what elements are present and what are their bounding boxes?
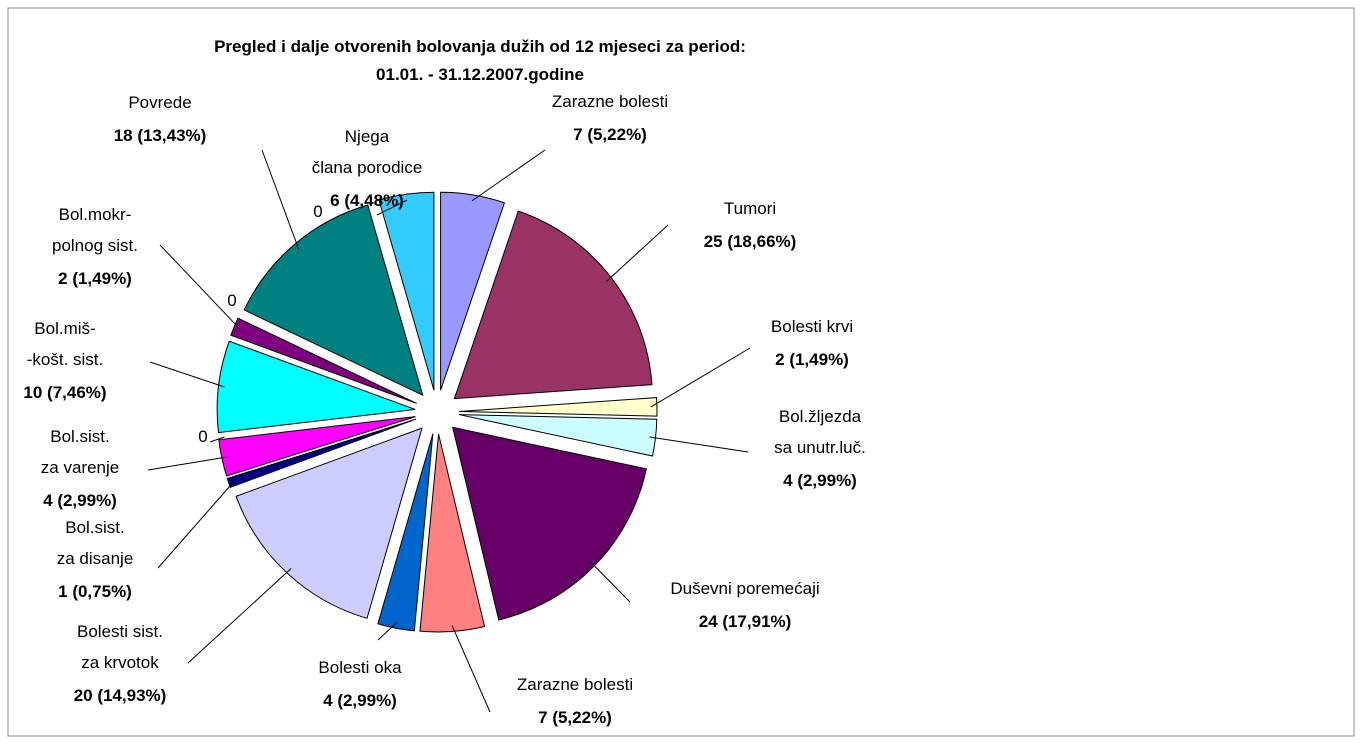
slice-label: Bolesti oka [318,658,402,677]
pie-slice [243,204,424,397]
slice-label: Bol.sist. [50,427,110,446]
leader-line [187,568,292,664]
leader-line [377,621,398,641]
slice-label: za varenje [41,458,119,477]
slice-value-label: 4 (2,99%) [43,491,117,510]
slice-label: Zarazne bolesti [517,675,633,694]
slice-value-label: 4 (2,99%) [783,471,857,490]
pie-slice [216,340,416,434]
slice-label: polnog sist. [52,236,138,255]
slice-value-label: 2 (1,49%) [775,350,849,369]
slice-value-label: 0 [198,427,207,446]
slice-value-label: 4 (2,99%) [323,691,397,710]
pie-slice [378,191,435,391]
slice-label: Bol.sist. [65,518,125,537]
leader-line [650,347,751,408]
slice-label: -košt. sist. [27,350,104,369]
leader-line [157,480,235,569]
slice-value-label: 7 (5,22%) [573,125,647,144]
pie-slice [453,210,653,400]
slice-label: za disanje [57,549,134,568]
slice-value-label: 18 (13,43%) [114,126,207,145]
slice-label: Bolesti sist. [77,622,163,641]
slice-label: Povrede [128,93,191,112]
leader-line [159,244,241,330]
slice-label: Duševni poremećaji [670,579,819,598]
slice-label: Bol.žljezda [779,407,862,426]
slice-value-label: 25 (18,66%) [704,232,797,251]
slice-value-label: 20 (14,93%) [74,686,167,705]
slice-value-label: 1 (0,75%) [58,582,132,601]
pie-slice [377,433,434,632]
slice-value-label: 2 (1,49%) [58,269,132,288]
leader-line [471,149,546,202]
chart-title: Pregled i dalje otvorenih bolovanja duži… [214,37,746,56]
slice-label: Bol.mokr- [59,205,132,224]
leader-line [261,149,300,249]
slice-value-label: 0 [227,291,236,310]
slice-label: Tumori [724,199,776,218]
chart-subtitle: 01.01. - 31.12.2007.godine [376,65,584,84]
slice-value-label: 24 (17,91%) [699,612,792,631]
leader-line [376,199,408,216]
pie-slice [458,397,658,417]
slice-label: Njega [345,127,390,146]
slice-value-label: 10 (7,46%) [23,383,106,402]
slice-label: Bolesti krvi [771,317,853,336]
leader-line [649,436,749,453]
leader-line [589,561,631,603]
leader-line [209,436,225,443]
slice-value-label: 7 (5,22%) [538,708,612,727]
slice-label: Zarazne bolesti [552,92,668,111]
pie-slice [440,191,506,391]
pie-slice [419,433,486,633]
slice-label: Bol.miš- [34,319,95,338]
leader-line [606,224,669,282]
slice-label: člana porodice [312,158,423,177]
chart-frame [7,7,1355,737]
slice-label: za krvotok [81,653,159,672]
slice-value-label: 0 [313,202,322,221]
leader-line [149,361,225,388]
leader-line [451,625,491,713]
slice-value-label: 6 (4,48%) [330,191,404,210]
pie-slice [230,317,417,404]
leader-line [147,456,228,471]
slice-label: sa unutr.luč. [774,438,866,457]
pie-slice [226,418,417,488]
